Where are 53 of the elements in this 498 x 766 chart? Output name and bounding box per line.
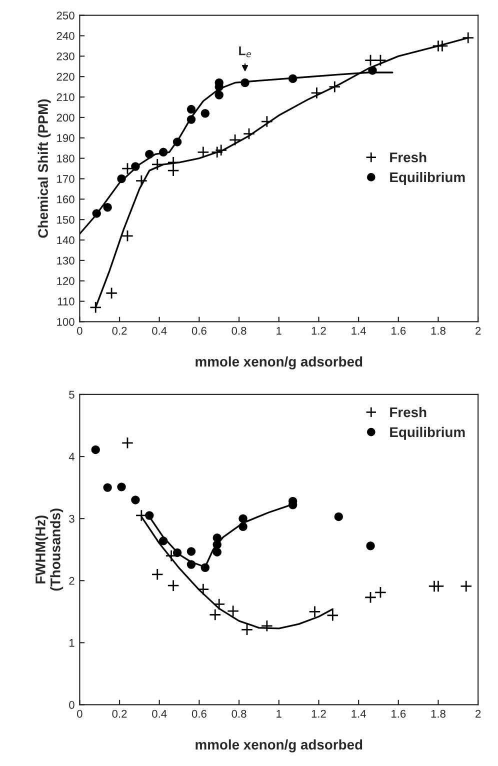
legend-label: Fresh — [390, 152, 426, 162]
y-axis-title: FWHM(Hz) (Thousands) — [35, 508, 64, 591]
x-tick-label: 0.4 — [152, 710, 167, 718]
legend-label: Equilibrium — [390, 172, 465, 185]
y-tick-label: 110 — [58, 298, 74, 306]
x-tick-label: 1 — [276, 326, 282, 335]
legend-label: Equilibrium — [390, 426, 465, 440]
x-tick-label: 1.8 — [431, 326, 446, 335]
x-tick-label: 1.6 — [392, 326, 406, 335]
annotation: L$_{e}$ — [239, 46, 252, 58]
x-tick-label: 0.8 — [232, 710, 246, 718]
x-tick-label: 1.2 — [312, 326, 326, 335]
x-tick-label: 0.4 — [152, 326, 167, 335]
x-tick-label: 0.6 — [192, 710, 206, 718]
y-tick-label: 130 — [57, 256, 74, 265]
y-tick-label: 210 — [56, 93, 74, 102]
y-tick-label: 4 — [68, 452, 74, 461]
x-tick-label: 1.6 — [392, 710, 406, 718]
y-tick-label: 240 — [56, 32, 74, 40]
y-tick-label: 180 — [57, 154, 74, 162]
x-tick-label: 1.8 — [431, 710, 446, 718]
x-tick-label: 0.2 — [112, 710, 127, 718]
y-tick-label: 160 — [57, 195, 74, 204]
y-tick-label: 3 — [69, 514, 74, 523]
x-tick-label: 0 — [77, 710, 82, 718]
x-tick-label: 1 — [276, 710, 282, 718]
y-tick-label: 2 — [69, 576, 74, 585]
y-axis-title: Chemical Shift (PPM) — [38, 99, 51, 238]
y-tick-label: 150 — [57, 216, 74, 224]
y-tick-label: 190 — [57, 134, 74, 142]
y-tick-label: 220 — [56, 72, 74, 81]
y-tick-label: 250 — [56, 12, 74, 20]
x-axis-title: mmole xenon/g adsorbed — [196, 356, 362, 370]
x-tick-label: 1.4 — [352, 326, 366, 335]
y-tick-label: 5 — [69, 390, 74, 399]
x-axis-title: mmole xenon/g adsorbed — [196, 739, 362, 752]
y-tick-label: 200 — [56, 114, 74, 122]
x-tick-label: 2 — [476, 710, 481, 718]
x-tick-label: 0.6 — [192, 326, 206, 335]
x-tick-label: 2 — [476, 326, 481, 335]
y-tick-label: 0 — [69, 700, 74, 709]
x-tick-label: 1.2 — [312, 710, 326, 718]
y-tick-label: 170 — [57, 175, 74, 183]
y-tick-label: 120 — [57, 277, 74, 285]
x-tick-label: 1.4 — [352, 710, 366, 718]
x-tick-label: 0 — [77, 326, 82, 335]
y-tick-label: 1 — [69, 639, 74, 647]
y-tick-label: 140 — [57, 236, 74, 244]
legend-label: Fresh — [390, 406, 426, 418]
y-tick-label: 230 — [56, 52, 74, 60]
x-tick-label: 0.8 — [232, 326, 246, 335]
y-tick-label: 100 — [57, 318, 74, 326]
x-tick-label: 0.2 — [112, 326, 127, 335]
